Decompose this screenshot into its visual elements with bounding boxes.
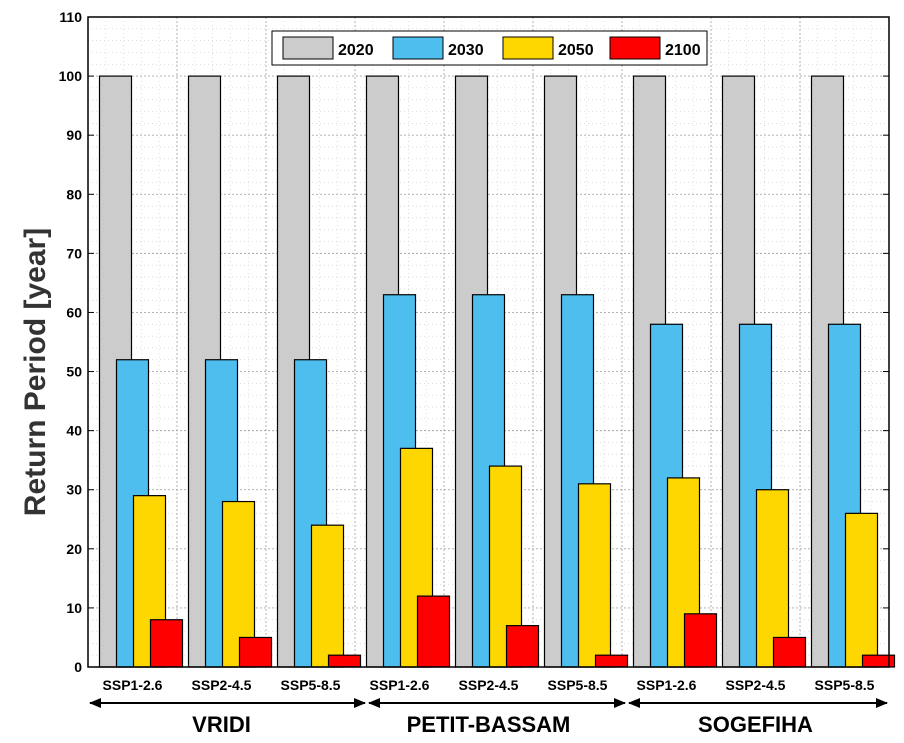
- category-label: SSP1-2.6: [103, 677, 163, 693]
- y-tick-label: 110: [59, 9, 82, 25]
- bar-2050-6: [577, 483, 612, 668]
- category-label: SSP1-2.6: [370, 677, 430, 693]
- y-tick-label: 10: [66, 600, 82, 616]
- y-tick-label: 100: [59, 68, 83, 84]
- category-labels: SSP1-2.6 SSP2-4.5 SSP5-8.5 SSP1-2.6 SSP2-4.5…: [103, 677, 875, 693]
- legend-label-2050: 2050: [558, 42, 594, 59]
- group-label: VRIDI: [192, 712, 251, 737]
- legend-swatch-2030: [392, 36, 444, 60]
- y-tick-label: 80: [66, 186, 82, 202]
- plot-frame: [87, 16, 890, 668]
- y-tick-label: 20: [66, 541, 82, 557]
- legend-swatch-2100: [609, 36, 661, 60]
- bar-2100-2: [238, 636, 273, 668]
- legend-swatch-2020: [282, 36, 334, 60]
- bar-2100-4: [416, 595, 451, 668]
- legend-swatch-2050: [502, 36, 554, 60]
- y-tick-label: 90: [66, 127, 82, 143]
- bar-2050-9: [844, 512, 879, 668]
- category-label: SSP5-8.5: [548, 677, 608, 693]
- y-tick-label: 50: [66, 364, 82, 380]
- bar-2100-6: [594, 654, 629, 668]
- bar-2100-3: [327, 654, 362, 668]
- y-tick-label: 60: [66, 304, 82, 320]
- category-label: SSP5-8.5: [281, 677, 341, 693]
- bar-2100-1: [149, 619, 184, 668]
- bar-2050-3: [310, 524, 345, 668]
- group-label: PETIT-BASSAM: [407, 712, 571, 737]
- category-label: SSP2-4.5: [192, 677, 252, 693]
- bar-2050-4: [399, 447, 434, 668]
- bars: [98, 75, 896, 668]
- legend: 2020 2030 2050 2100: [271, 30, 708, 66]
- y-tick-label: 30: [66, 482, 82, 498]
- category-label: SSP5-8.5: [815, 677, 875, 693]
- legend-label-2030: 2030: [448, 42, 484, 59]
- group-label: SOGEFIHA: [698, 712, 813, 737]
- bar-2100-5: [505, 625, 540, 668]
- bar-2100-8: [772, 636, 807, 668]
- category-label: SSP1-2.6: [637, 677, 697, 693]
- y-tick-label: 40: [66, 423, 82, 439]
- legend-label-2100: 2100: [665, 42, 701, 59]
- category-label: SSP2-4.5: [459, 677, 519, 693]
- group-labels: VRIDI PETIT-BASSAM SOGEFIHA: [89, 698, 888, 737]
- category-label: SSP2-4.5: [726, 677, 786, 693]
- bar-2100-7: [683, 613, 718, 668]
- legend-label-2020: 2020: [338, 42, 374, 59]
- y-tick-label: 0: [74, 659, 82, 675]
- y-axis-label: Return Period [year]: [19, 228, 52, 516]
- y-tick-label: 70: [66, 245, 82, 261]
